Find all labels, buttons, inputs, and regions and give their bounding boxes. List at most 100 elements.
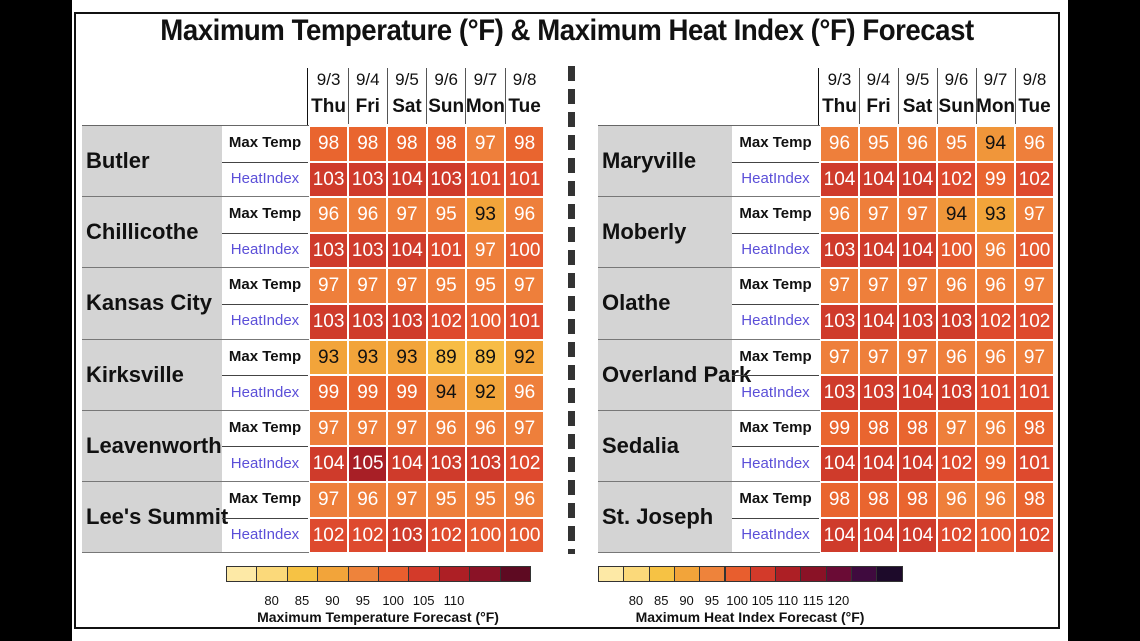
block-divider: [598, 552, 820, 554]
legend-swatch: [851, 566, 878, 582]
heat-index-cell: 104: [387, 161, 427, 198]
max-temp-cell: 97: [465, 126, 505, 162]
max-temp-cell: 99: [820, 410, 859, 447]
block-divider: [82, 267, 309, 269]
heat-index-cell: 103: [820, 232, 859, 269]
legend-swatch: [800, 566, 827, 582]
max-temp-cell: 97: [1015, 197, 1054, 233]
heat-index-cell: 104: [898, 446, 937, 482]
max-temp-cell: 93: [309, 339, 349, 376]
date-label: 9/3: [827, 70, 852, 89]
heat-index-cell: 102: [309, 517, 349, 554]
block-divider: [598, 196, 820, 198]
header-separator: [858, 68, 860, 124]
day-label: Tue: [508, 96, 541, 117]
heat-index-label: HeatIndex: [741, 241, 810, 259]
date-label: 9/8: [512, 70, 537, 89]
row-divider: [732, 304, 819, 305]
max-temp-cell: 96: [898, 126, 937, 162]
max-temp-cell: 97: [387, 197, 427, 233]
heat-index-cell: 104: [309, 446, 349, 482]
heat-index-cell: 101: [426, 232, 466, 269]
max-temp-cell: 98: [348, 126, 388, 162]
heat-index-cell: 102: [348, 517, 388, 554]
max-temp-cell: 97: [1015, 268, 1054, 304]
max-temp-cell: 96: [348, 197, 388, 233]
city-block: [82, 410, 222, 481]
heat-index-cell: 101: [505, 304, 545, 340]
max-temp-cell: 98: [898, 410, 937, 447]
date-label: 9/8: [1022, 70, 1047, 89]
heat-index-cell: 101: [505, 161, 545, 198]
max-temp-cell: 95: [465, 482, 505, 518]
heat-index-cell: 103: [309, 161, 349, 198]
row-divider: [222, 232, 308, 234]
legend-tick: 80: [264, 593, 279, 608]
city-block: [598, 339, 732, 410]
max-temp-cell: 98: [387, 126, 427, 162]
max-temp-cell: 98: [1015, 410, 1054, 447]
max-temp-cell: 89: [465, 339, 505, 376]
heat-index-cell: 102: [937, 161, 976, 198]
city-block: [598, 126, 732, 197]
legend-swatch: [286, 566, 319, 582]
max-temp-cell: 97: [309, 482, 349, 518]
max-temp-cell: 97: [387, 268, 427, 304]
date-label: 9/7: [983, 70, 1008, 89]
heat-index-cell: 103: [937, 304, 976, 340]
date-label: 9/7: [473, 70, 498, 89]
max-temp-cell: 95: [426, 197, 466, 233]
max-temp-label: Max Temp: [228, 205, 302, 223]
block-divider: [598, 338, 820, 340]
row-divider: [222, 375, 308, 377]
legend-swatch: [699, 566, 726, 582]
heat-index-cell: 92: [465, 375, 505, 411]
heat-index-cell: 104: [820, 446, 859, 482]
max-temp-cell: 97: [309, 410, 349, 447]
max-temp-cell: 96: [465, 410, 505, 447]
block-divider: [598, 409, 820, 411]
max-temp-label: Max Temp: [228, 276, 302, 294]
legend-tick: 120: [827, 593, 850, 608]
max-temp-cell: 97: [859, 268, 898, 304]
day-label: Sun: [938, 96, 975, 117]
max-temp-cell: 93: [348, 339, 388, 376]
heat-index-cell: 103: [465, 446, 505, 482]
heat-index-label: HeatIndex: [230, 312, 300, 330]
max-temp-cell: 97: [859, 197, 898, 233]
heat-index-label: HeatIndex: [230, 170, 300, 187]
heat-index-label: HeatIndex: [741, 383, 810, 401]
date-label: 9/6: [944, 70, 969, 89]
city-block: [598, 482, 732, 553]
max-temp-cell: 97: [348, 410, 388, 447]
legend-tick: 90: [679, 593, 694, 608]
heat-index-cell: 104: [898, 232, 937, 269]
date-label: 9/5: [395, 70, 419, 89]
legend-swatch: [876, 566, 903, 582]
heat-index-cell: 104: [859, 446, 898, 482]
legend-tick: 110: [443, 593, 465, 608]
heat-index-cell: 103: [898, 304, 937, 340]
chart-frame: [74, 12, 1060, 629]
heat-index-cell: 102: [426, 304, 466, 340]
legend-tick: 80: [628, 593, 644, 608]
heat-index-cell: 102: [976, 304, 1015, 340]
max-temp-cell: 97: [898, 197, 937, 233]
legend-tick: 100: [726, 593, 748, 608]
max-temp-cell: 93: [976, 197, 1015, 233]
heat-index-cell: 104: [859, 517, 898, 554]
max-temp-cell: 97: [898, 268, 937, 304]
max-temp-label: Max Temp: [228, 490, 302, 507]
max-temp-cell: 96: [937, 268, 976, 304]
legend-swatch: [347, 566, 379, 582]
chart-title: Maximum Temperature (°F) & Maximum Heat …: [160, 14, 974, 47]
heat-index-label: HeatIndex: [741, 312, 810, 330]
header-separator: [1014, 68, 1016, 124]
date-label: 9/3: [316, 70, 341, 89]
city-block: [598, 410, 732, 481]
heat-index-cell: 99: [309, 375, 349, 411]
heat-index-cell: 100: [976, 517, 1015, 554]
max-temp-cell: 97: [898, 339, 937, 376]
heat-index-cell: 102: [1015, 517, 1054, 554]
legend-swatch: [469, 566, 501, 582]
